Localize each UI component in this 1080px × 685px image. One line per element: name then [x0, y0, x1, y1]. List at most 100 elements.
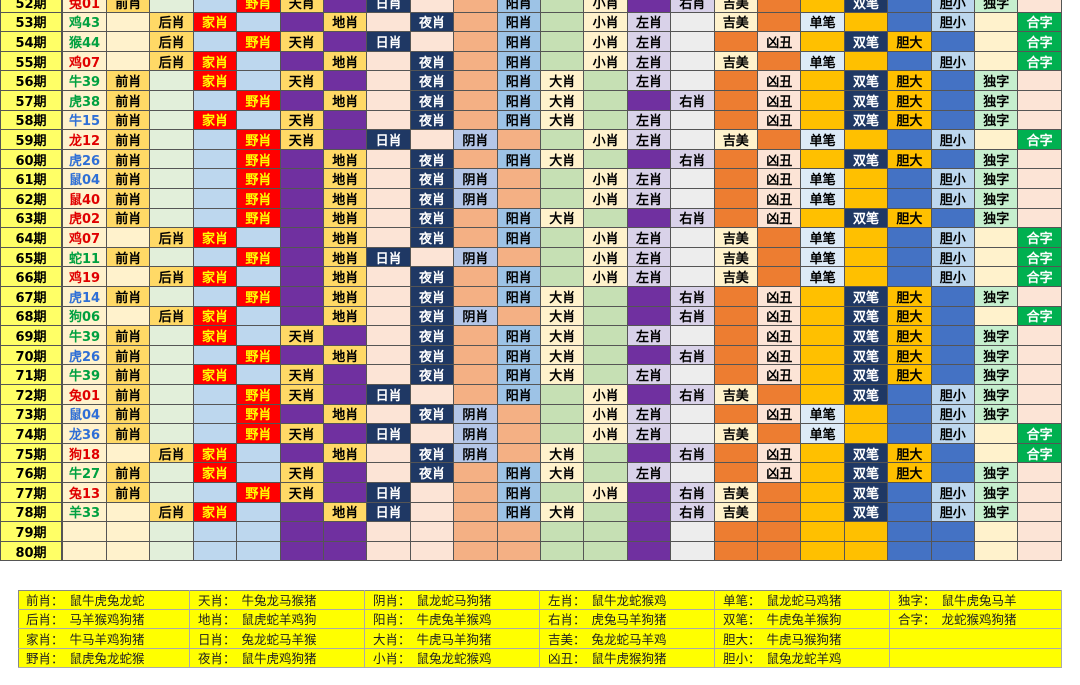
trait-cell: 夜肖 — [409, 364, 455, 385]
empty-cell — [323, 540, 368, 562]
empty-cell — [496, 403, 541, 425]
empty-cell — [409, 423, 455, 444]
trait-cell: 左肖 — [626, 403, 672, 425]
legend-members: 牛马羊鸡狗猪 — [69, 631, 145, 647]
empty-cell — [930, 540, 975, 562]
trait-cell: 野肖 — [236, 286, 281, 307]
trait-cell: 家肖 — [192, 266, 238, 287]
number-cell: 鸡43 — [62, 11, 107, 33]
empty-cell — [670, 168, 715, 189]
trait-cell: 日肖 — [366, 31, 411, 52]
empty-cell — [887, 246, 932, 268]
empty-cell — [843, 227, 889, 248]
empty-cell — [366, 11, 411, 33]
empty-cell — [409, 246, 455, 268]
trait-cell: 地肖 — [323, 442, 368, 464]
trait-cell: 独字 — [974, 90, 1019, 111]
empty-cell — [887, 403, 932, 425]
trait-cell: 阳肖 — [496, 462, 541, 483]
trait-cell: 夜肖 — [409, 168, 455, 189]
empty-cell — [192, 129, 238, 150]
empty-cell — [930, 148, 975, 170]
trait-cell: 独字 — [974, 462, 1019, 483]
empty-cell — [930, 442, 975, 464]
trait-cell: 野肖 — [236, 148, 281, 170]
empty-cell — [192, 521, 238, 542]
trait-cell: 前肖 — [106, 109, 151, 131]
empty-cell — [1017, 70, 1062, 91]
empty-cell — [670, 403, 715, 425]
empty-cell — [843, 521, 889, 542]
trait-cell: 右肖 — [670, 344, 715, 366]
empty-cell — [106, 442, 151, 464]
period-cell: 77期 — [0, 482, 62, 503]
trait-cell: 胆大 — [887, 344, 932, 366]
trait-cell: 胆小 — [930, 168, 975, 189]
empty-cell — [409, 31, 455, 52]
trait-cell: 左肖 — [626, 246, 672, 268]
trait-cell: 合字 — [1017, 227, 1062, 248]
empty-cell — [453, 109, 498, 131]
number-cell: 鸡07 — [62, 227, 107, 248]
trait-cell: 右肖 — [670, 305, 715, 327]
number-cell: 猴44 — [62, 31, 107, 52]
trait-cell: 前肖 — [106, 168, 151, 189]
empty-cell — [887, 482, 932, 503]
empty-cell — [1017, 403, 1062, 425]
number-cell: 兔13 — [62, 482, 107, 503]
empty-cell — [279, 90, 324, 111]
trait-cell: 大肖 — [540, 148, 585, 170]
empty-cell — [626, 442, 672, 464]
empty-cell — [192, 482, 238, 503]
trait-cell: 日肖 — [366, 246, 411, 268]
trait-cell: 前肖 — [106, 90, 151, 111]
trait-cell: 胆小 — [930, 403, 975, 425]
trait-cell: 大肖 — [540, 325, 585, 346]
trait-cell: 阳肖 — [496, 344, 541, 366]
empty-cell — [974, 50, 1019, 72]
trait-cell: 小肖 — [583, 403, 628, 425]
empty-cell — [366, 109, 411, 131]
empty-cell — [453, 364, 498, 385]
empty-cell — [800, 305, 845, 327]
legend-entry: 胆大： 牛虎马猴狗猪 — [715, 629, 890, 649]
empty-cell — [453, 482, 498, 503]
trait-cell: 合字 — [1017, 442, 1062, 464]
empty-cell — [1017, 501, 1062, 523]
legend-entry: 小肖： 鼠兔龙蛇猴鸡 — [365, 648, 540, 668]
legend-entry — [890, 648, 1062, 668]
empty-cell — [1017, 364, 1062, 385]
trait-cell: 后肖 — [149, 11, 194, 33]
trait-cell: 独字 — [974, 286, 1019, 307]
empty-cell — [713, 442, 758, 464]
empty-cell — [366, 462, 411, 483]
trait-cell: 胆小 — [930, 50, 975, 72]
empty-cell — [366, 227, 411, 248]
trait-cell: 双笔 — [843, 325, 889, 346]
trait-cell: 左肖 — [626, 188, 672, 209]
empty-cell — [323, 70, 368, 91]
empty-cell — [800, 521, 845, 542]
empty-cell — [1017, 325, 1062, 346]
empty-cell — [409, 540, 455, 562]
trait-cell: 阳肖 — [496, 70, 541, 91]
trait-cell: 夜肖 — [409, 305, 455, 327]
empty-cell — [670, 109, 715, 131]
empty-cell — [279, 344, 324, 366]
period-cell: 68期 — [0, 305, 62, 327]
trait-cell: 夜肖 — [409, 266, 455, 287]
trait-cell: 地肖 — [323, 266, 368, 287]
empty-cell — [323, 129, 368, 150]
trait-cell: 独字 — [974, 148, 1019, 170]
legend-entry: 左肖： 鼠牛龙蛇猴鸡 — [540, 590, 715, 610]
legend-members: 牛虎马猴狗猪 — [766, 631, 842, 647]
empty-cell — [149, 462, 194, 483]
trait-cell: 胆大 — [887, 148, 932, 170]
trait-cell: 阴肖 — [453, 423, 498, 444]
number-cell: 鼠40 — [62, 188, 107, 209]
trait-cell: 胆小 — [930, 501, 975, 523]
legend-members: 牛虎兔羊猴鸡 — [416, 612, 492, 628]
empty-cell — [106, 31, 151, 52]
empty-cell — [192, 188, 238, 209]
legend-label: 前肖： — [26, 592, 64, 608]
